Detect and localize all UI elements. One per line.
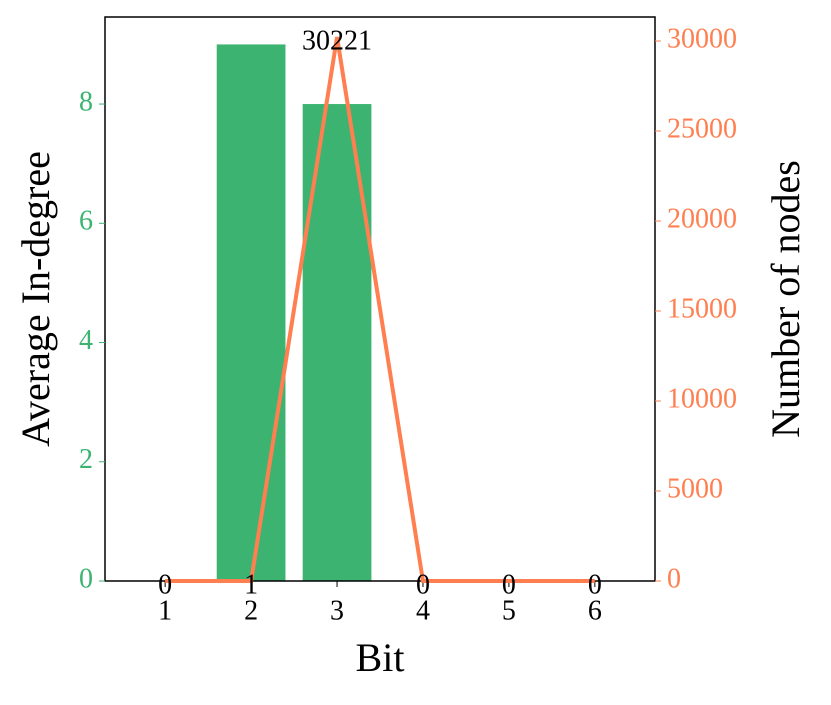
- line: [165, 36, 595, 583]
- x-tick-label: 4: [416, 595, 430, 626]
- x-tick-label: 1: [158, 595, 172, 626]
- y2-tick-label: 0: [667, 563, 681, 594]
- data-label: 0: [502, 569, 516, 600]
- y-tick-label: 0: [79, 563, 93, 594]
- y-axis-label: Average In-degree: [13, 151, 58, 447]
- y2-tick-label: 30000: [667, 23, 737, 54]
- y2-axis-label: Number of nodes: [763, 160, 808, 438]
- y2-tick-label: 15000: [667, 293, 737, 324]
- x-tick-label: 3: [330, 595, 344, 626]
- data-label: 30221: [302, 25, 372, 56]
- x-tick-label: 6: [588, 595, 602, 626]
- y-tick-label: 8: [79, 86, 93, 117]
- x-axis-label: Bit: [356, 635, 405, 680]
- bar: [302, 104, 372, 581]
- data-label: 0: [588, 569, 602, 600]
- data-label: 0: [416, 569, 430, 600]
- bar: [216, 44, 286, 582]
- x-tick-label: 5: [502, 595, 516, 626]
- y2-tick-label: 10000: [667, 383, 737, 414]
- y-tick-label: 6: [79, 206, 93, 237]
- y-tick-label: 2: [79, 444, 93, 475]
- data-label: 0: [158, 569, 172, 600]
- y2-tick-label: 20000: [667, 203, 737, 234]
- plot-frame: [104, 16, 656, 582]
- y-tick-label: 4: [79, 325, 93, 356]
- data-label: 1: [244, 569, 258, 600]
- y2-tick-label: 25000: [667, 113, 737, 144]
- x-tick-label: 2: [244, 595, 258, 626]
- y2-tick-label: 5000: [667, 473, 723, 504]
